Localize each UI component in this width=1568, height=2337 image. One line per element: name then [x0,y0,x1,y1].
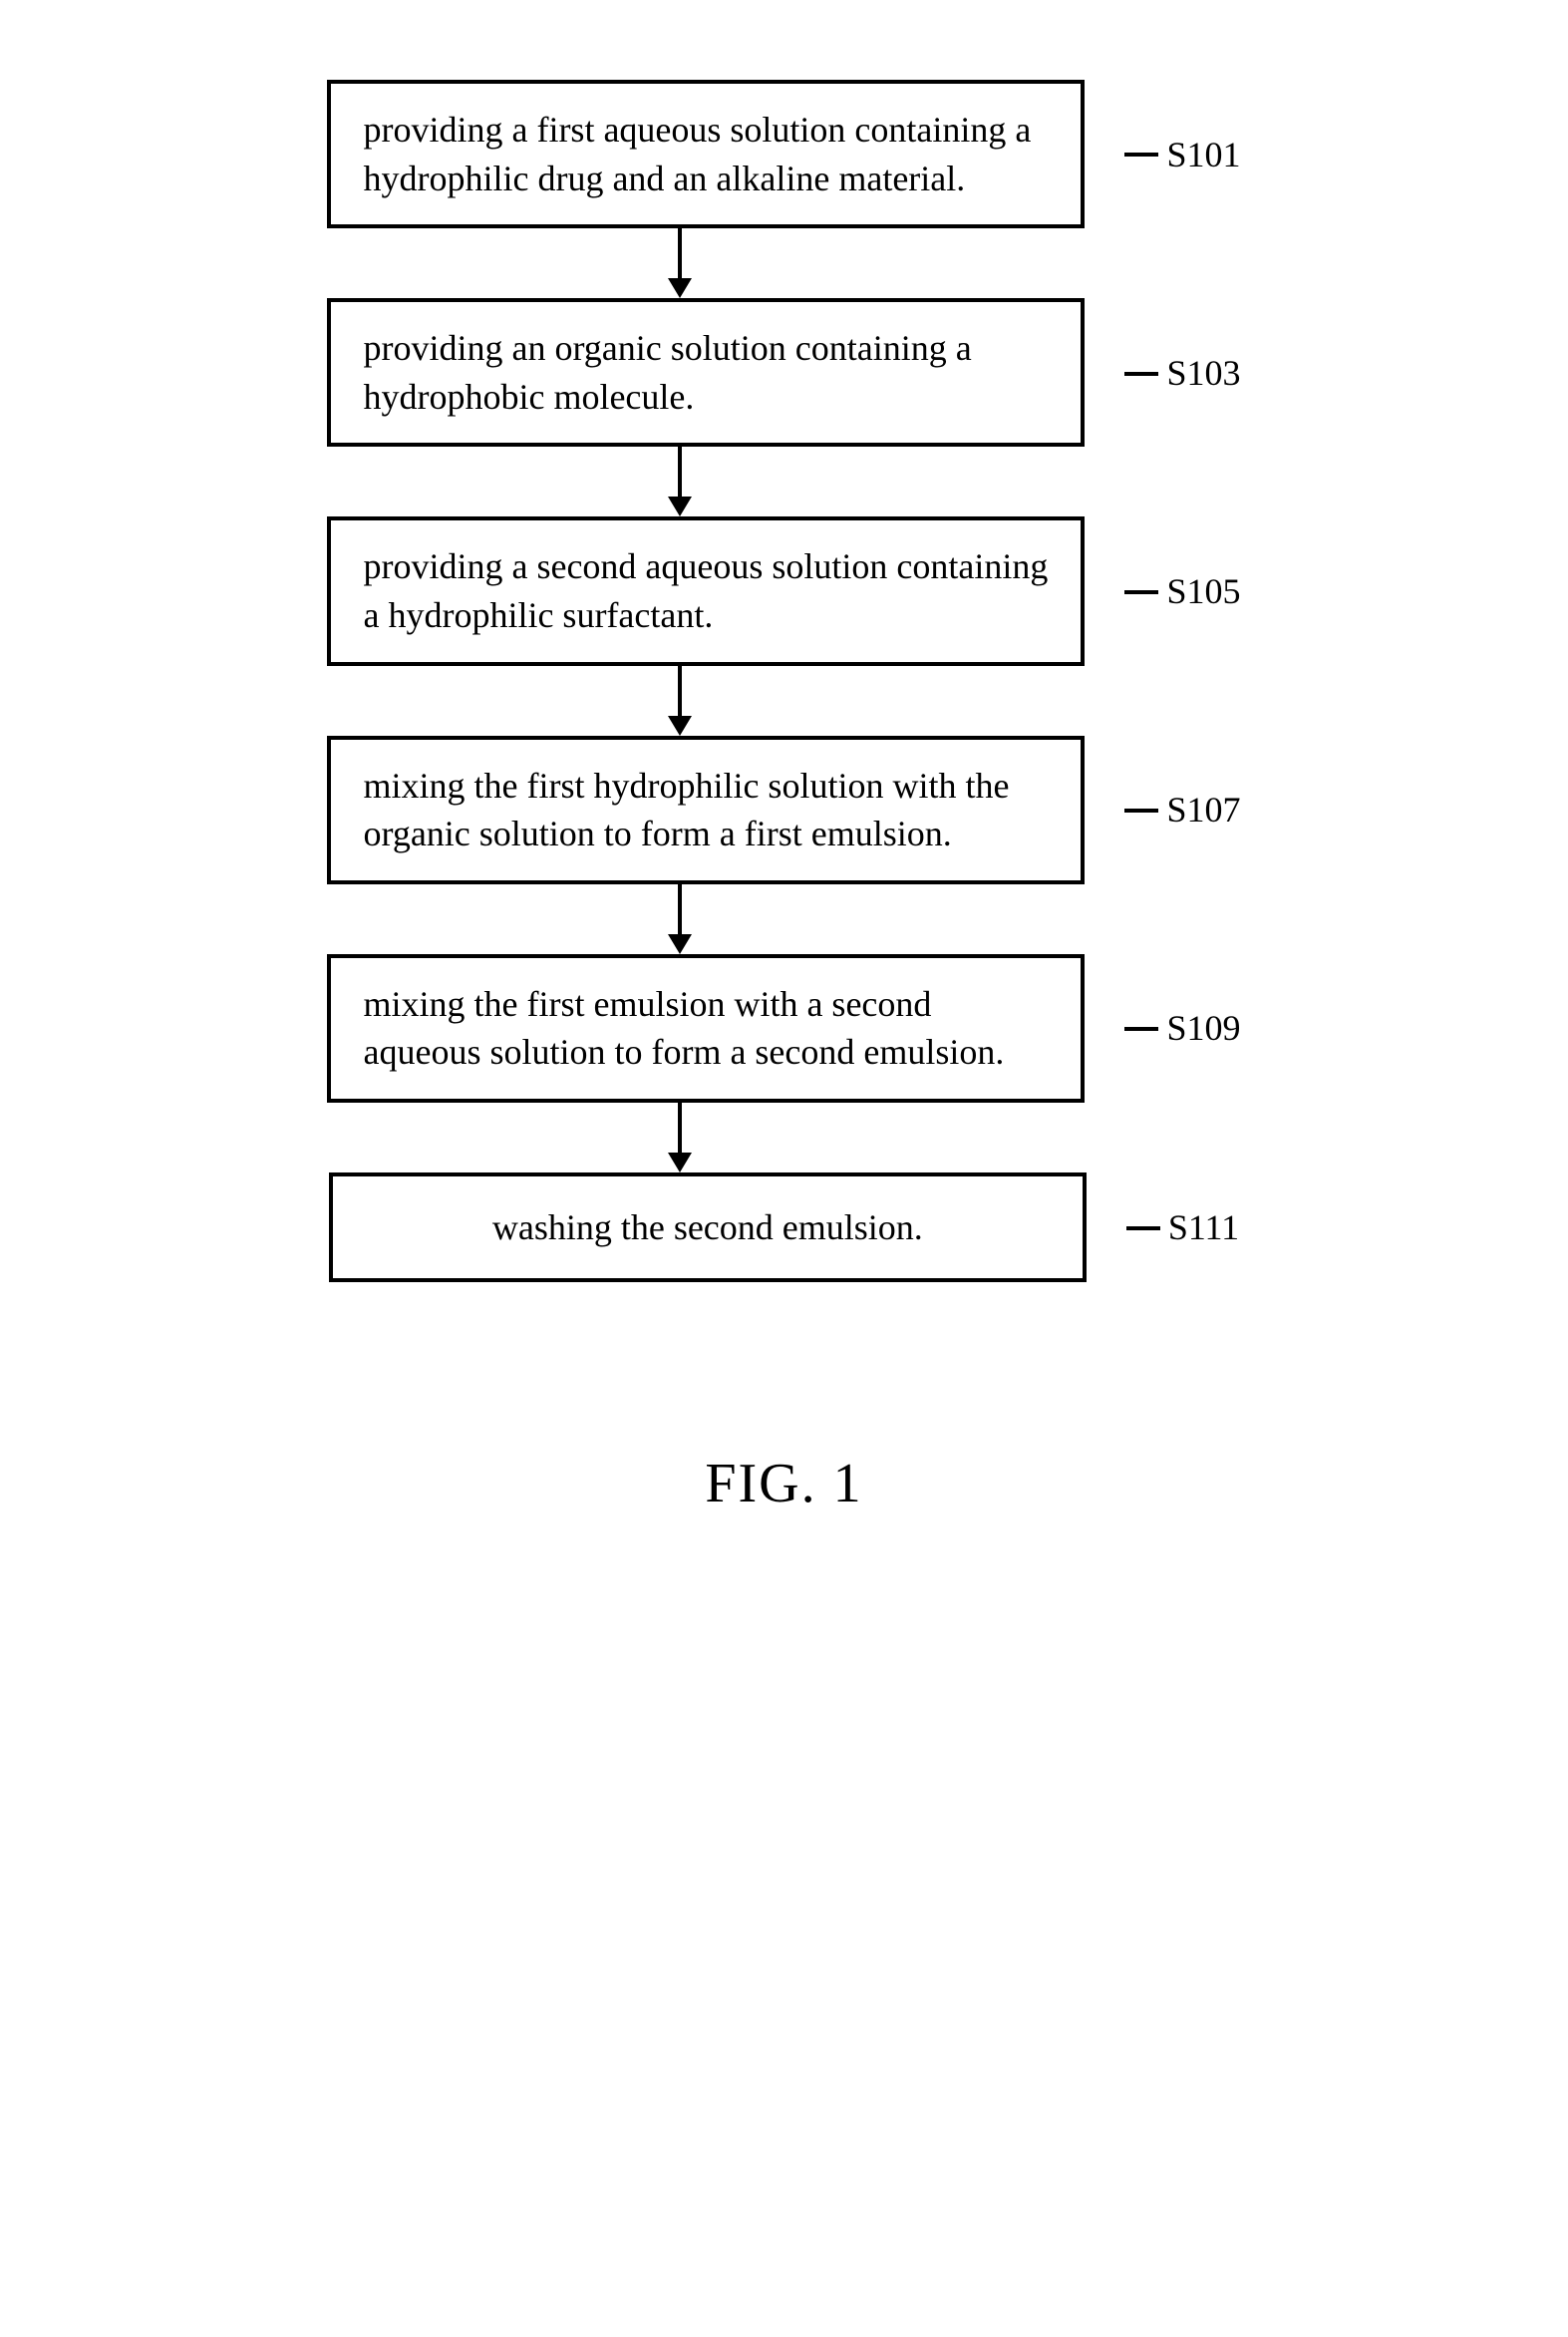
flowchart: providing a first aqueous solution conta… [286,80,1283,1282]
step-row: washing the second emulsion. S111 [329,1172,1239,1282]
step-box: washing the second emulsion. [329,1172,1087,1282]
step-row: mixing the first emulsion with a second … [327,954,1240,1103]
arrow-down-icon [678,228,682,298]
label-tick-icon [1124,372,1158,376]
step-row: providing a second aqueous solution cont… [327,516,1240,665]
step-row: providing an organic solution containing… [327,298,1240,447]
label-tick-icon [1124,153,1158,157]
step-label-text: S105 [1166,571,1240,611]
step-label: S105 [1124,570,1240,612]
arrow-down-icon [678,884,682,954]
step-box: providing a second aqueous solution cont… [327,516,1085,665]
step-box: providing an organic solution containing… [327,298,1085,447]
step-label: S111 [1126,1206,1239,1248]
step-row: providing a first aqueous solution conta… [327,80,1240,228]
label-tick-icon [1124,1027,1158,1031]
step-box: mixing the first hydrophilic solution wi… [327,736,1085,884]
step-text: mixing the first hydrophilic solution wi… [363,762,1049,858]
step-text: mixing the first emulsion with a second … [363,980,1049,1077]
step-label-text: S101 [1166,135,1240,174]
step-label-text: S109 [1166,1008,1240,1048]
step-label: S103 [1124,352,1240,394]
step-box: providing a first aqueous solution conta… [327,80,1085,228]
step-label: S101 [1124,134,1240,175]
step-label: S107 [1124,789,1240,831]
label-tick-icon [1126,1226,1160,1230]
arrow-down-icon [678,1103,682,1172]
step-text: providing a second aqueous solution cont… [363,542,1049,639]
step-text: washing the second emulsion. [492,1203,923,1252]
step-label-text: S111 [1168,1207,1239,1247]
step-row: mixing the first hydrophilic solution wi… [327,736,1240,884]
step-label: S109 [1124,1007,1240,1049]
arrow-down-icon [678,447,682,516]
step-label-text: S107 [1166,790,1240,830]
step-text: providing an organic solution containing… [363,324,1049,421]
step-label-text: S103 [1166,353,1240,393]
arrow-down-icon [678,666,682,736]
figure-caption: FIG. 1 [60,1452,1508,1515]
step-box: mixing the first emulsion with a second … [327,954,1085,1103]
label-tick-icon [1124,809,1158,813]
step-text: providing a first aqueous solution conta… [363,106,1049,202]
label-tick-icon [1124,590,1158,594]
